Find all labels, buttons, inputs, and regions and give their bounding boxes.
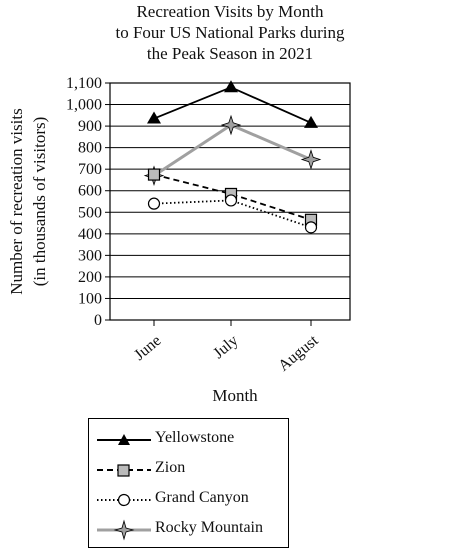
x-tick-label: July [210, 332, 241, 362]
y-tick-label: 0 [94, 312, 102, 329]
legend-item-zion: Zion [89, 455, 290, 485]
series-grand-canyon [147, 194, 318, 234]
series-line [153, 86, 312, 124]
y-tick-label: 1,000 [66, 97, 102, 114]
y-ticks: 0 100 200 300 400 500 600 700 800 900 1,000 1,100 [66, 75, 110, 329]
y-tick-label: 600 [78, 183, 102, 200]
data-point [304, 221, 318, 234]
chart-title-line: Recreation Visits by Month [136, 2, 324, 21]
y-tick-label: 200 [78, 269, 102, 286]
data-point [147, 168, 161, 181]
series-line [153, 123, 312, 177]
circle-marker-icon [97, 493, 151, 507]
data-point [220, 114, 242, 136]
y-tick-label: 500 [78, 204, 102, 221]
square-marker-icon [97, 464, 151, 477]
data-point [147, 111, 161, 124]
x-axis-label: Month [212, 386, 258, 405]
y-tick-label: 1,100 [66, 75, 102, 92]
x-tick-label: August [275, 332, 322, 375]
y-tick-label: 700 [78, 161, 102, 178]
series [143, 80, 322, 234]
y-axis-label: Number of recreation visits (in thousands… [7, 108, 49, 294]
x-tick-label: June [131, 332, 164, 364]
chart-title-line: to Four US National Parks during [115, 23, 345, 42]
legend-item-rocky-mountain: Rocky Mountain [89, 515, 290, 545]
legend-label: Yellowstone [155, 429, 235, 446]
y-axis-label-line: (in thousands of visitors) [30, 117, 49, 287]
data-point [224, 80, 238, 93]
data-point [300, 149, 322, 170]
star-marker-icon [97, 519, 151, 541]
legend-item-yellowstone: Yellowstone [89, 425, 290, 455]
legend-label: Rocky Mountain [155, 519, 263, 536]
data-point [224, 194, 238, 207]
chart-title: Recreation Visits by Month to Four US Na… [60, 1, 400, 64]
y-tick-label: 400 [78, 226, 102, 243]
series-yellowstone [147, 80, 318, 128]
y-tick-label: 900 [78, 118, 102, 135]
y-tick-label: 300 [78, 247, 102, 264]
legend-label: Zion [155, 459, 186, 476]
legend: Yellowstone Zion Grand Canyon Rocky Moun… [88, 418, 289, 548]
data-point [304, 115, 318, 128]
legend-label: Grand Canyon [155, 489, 249, 506]
chart-title-line: the Peak Season in 2021 [146, 44, 314, 63]
x-ticks: June July August [131, 320, 322, 375]
data-point [147, 197, 161, 210]
legend-item-grand-canyon: Grand Canyon [89, 485, 290, 515]
y-tick-label: 800 [78, 140, 102, 157]
y-tick-label: 100 [78, 290, 102, 307]
series-line [153, 173, 312, 221]
triangle-marker-icon [97, 434, 151, 445]
y-axis-label-line: Number of recreation visits [7, 108, 26, 294]
